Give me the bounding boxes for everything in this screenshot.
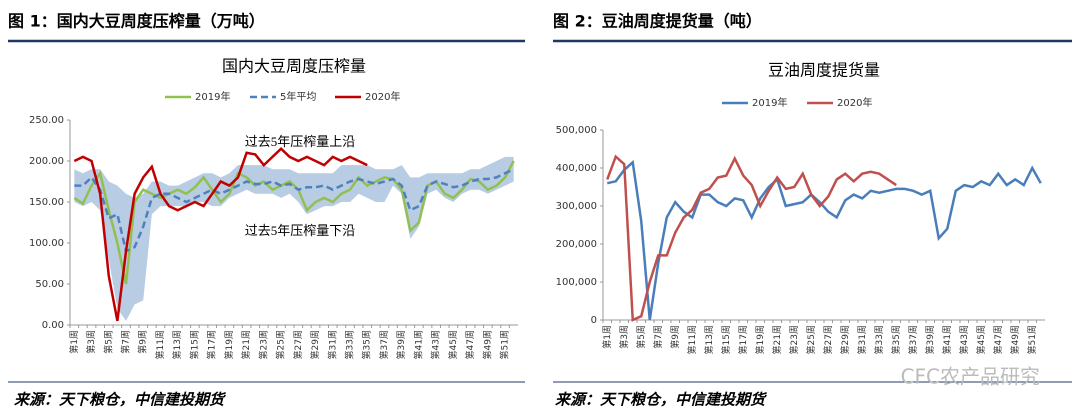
annotation: 过去5年压榨量上沿 xyxy=(245,134,356,149)
x-tick-label: 第41周 xyxy=(412,330,424,359)
source: 来源：天下粮仓，中信建投期货 xyxy=(555,391,768,409)
x-tick-label: 第13周 xyxy=(171,330,183,359)
x-tick-label: 第27周 xyxy=(822,325,834,354)
x-tick-label: 第19周 xyxy=(754,325,766,354)
x-tick-label: 第51周 xyxy=(499,330,511,359)
x-tick-label: 第25周 xyxy=(805,325,817,354)
x-tick-label: 第3周 xyxy=(85,330,97,354)
x-tick-label: 第45周 xyxy=(447,330,459,359)
legend-label: 2020年 xyxy=(837,96,872,109)
annotation: 过去5年压榨量下沿 xyxy=(245,223,356,238)
x-tick-label: 第47周 xyxy=(992,325,1004,354)
x-tick-label: 第31周 xyxy=(856,325,868,354)
x-tick-label: 第13周 xyxy=(703,325,715,354)
x-tick-label: 第39周 xyxy=(924,325,936,354)
x-tick-label: 第49周 xyxy=(481,330,493,359)
x-tick-label: 第35周 xyxy=(361,330,373,359)
y-tick-label: 200,000 xyxy=(556,239,597,250)
y-tick-label: 100.00 xyxy=(29,238,64,249)
chart-title: 国内大豆周度压榨量 xyxy=(222,58,366,76)
y-tick-label: 100,000 xyxy=(556,277,597,288)
x-tick-label: 第43周 xyxy=(958,325,970,354)
x-tick-label: 第35周 xyxy=(890,325,902,354)
watermark: CFC农产品研究 xyxy=(901,365,1040,389)
x-tick-label: 第41周 xyxy=(941,325,953,354)
source: 来源：天下粮仓，中信建投期货 xyxy=(14,391,227,409)
x-tick-label: 第5周 xyxy=(102,330,114,354)
x-tick-label: 第9周 xyxy=(137,330,149,354)
x-tick-label: 第43周 xyxy=(430,330,442,359)
x-tick-label: 第29周 xyxy=(839,325,851,354)
y-tick-label: 250.00 xyxy=(29,115,64,126)
x-tick-label: 第11周 xyxy=(686,325,698,354)
x-tick-label: 第25周 xyxy=(275,330,287,359)
x-tick-label: 第5周 xyxy=(635,325,647,349)
x-tick-label: 第29周 xyxy=(309,330,321,359)
y-tick-label: 200.00 xyxy=(29,156,64,167)
x-tick-label: 第3周 xyxy=(618,325,630,349)
series-line xyxy=(74,168,515,253)
panel-heading: 图 2：豆油周度提货量（吨） xyxy=(553,12,762,31)
x-tick-label: 第23周 xyxy=(788,325,800,354)
legend-label: 2019年 xyxy=(195,90,230,103)
x-tick-label: 第51周 xyxy=(1026,325,1038,354)
y-tick-label: 0 xyxy=(591,315,597,326)
x-tick-label: 第19周 xyxy=(223,330,235,359)
x-tick-label: 第37周 xyxy=(907,325,919,354)
x-tick-label: 第7周 xyxy=(120,330,132,354)
x-tick-label: 第45周 xyxy=(975,325,987,354)
x-tick-label: 第33周 xyxy=(344,330,356,359)
y-tick-label: 150.00 xyxy=(29,197,64,208)
x-tick-label: 第21周 xyxy=(771,325,783,354)
x-tick-label: 第15周 xyxy=(720,325,732,354)
x-tick-label: 第1周 xyxy=(601,325,613,349)
y-tick-label: 500,000 xyxy=(556,125,597,136)
series-line xyxy=(73,146,368,322)
x-tick-label: 第7周 xyxy=(652,325,664,349)
series-line xyxy=(73,160,515,285)
x-tick-label: 第27周 xyxy=(292,330,304,359)
x-tick-label: 第49周 xyxy=(1009,325,1021,354)
chart-title: 豆油周度提货量 xyxy=(768,62,880,80)
series-line xyxy=(606,154,897,322)
series-line xyxy=(606,159,1042,321)
legend-label: 2020年 xyxy=(365,90,400,103)
legend-label: 5年平均 xyxy=(280,90,316,103)
x-tick-label: 第47周 xyxy=(464,330,476,359)
x-tick-label: 第31周 xyxy=(326,330,338,359)
x-tick-label: 第17周 xyxy=(737,325,749,354)
x-tick-label: 第11周 xyxy=(154,330,166,359)
x-tick-label: 第23周 xyxy=(257,330,269,359)
y-tick-label: 300,000 xyxy=(556,201,597,212)
y-tick-label: 50.00 xyxy=(35,279,64,290)
x-tick-label: 第17周 xyxy=(206,330,218,359)
legend-label: 2019年 xyxy=(752,96,787,109)
panel-heading: 图 1：国内大豆周度压榨量（万吨） xyxy=(8,12,265,31)
x-tick-label: 第37周 xyxy=(378,330,390,359)
y-tick-label: 400,000 xyxy=(556,163,597,174)
x-tick-label: 第9周 xyxy=(669,325,681,349)
x-tick-label: 第33周 xyxy=(873,325,885,354)
x-tick-label: 第21周 xyxy=(240,330,252,359)
x-tick-label: 第15周 xyxy=(188,330,200,359)
x-tick-label: 第39周 xyxy=(395,330,407,359)
y-tick-label: 0.00 xyxy=(42,320,64,331)
x-tick-label: 第1周 xyxy=(68,330,80,354)
